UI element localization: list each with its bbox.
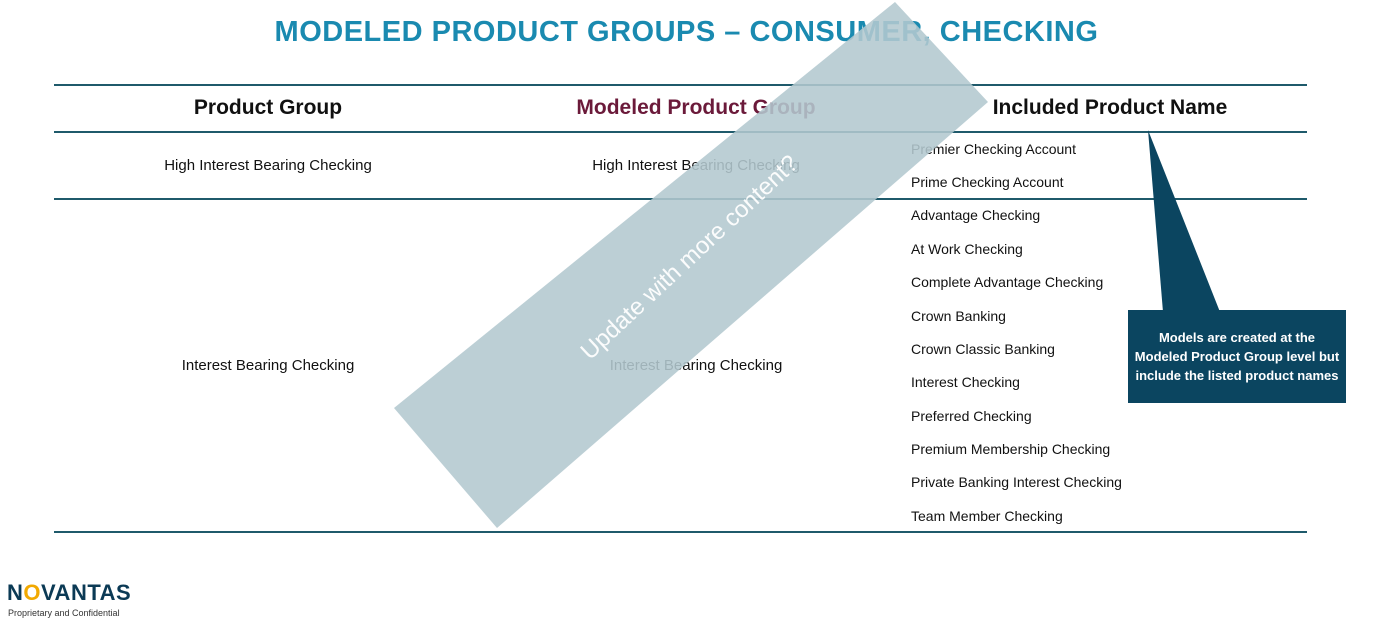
row2-product-group: Interest Bearing Checking xyxy=(181,357,355,374)
company-logo: NOVANTAS xyxy=(7,580,132,605)
header-product-group: Product Group xyxy=(193,96,343,119)
callout-text: Models are created at the Modeled Produc… xyxy=(1134,330,1340,383)
product-name: Complete Advantage Checking xyxy=(911,274,1104,290)
product-name: Preferred Checking xyxy=(911,408,1032,424)
header-included-product-name: Included Product Name xyxy=(992,96,1228,119)
product-name: Premium Membership Checking xyxy=(911,441,1111,457)
page-title: MODELED PRODUCT GROUPS – CONSUMER, CHECK… xyxy=(274,16,1099,48)
table-top-rule xyxy=(54,84,1307,86)
confidential-footer: Proprietary and Confidential xyxy=(8,608,120,618)
watermark-banner xyxy=(394,2,988,528)
watermark-shape xyxy=(394,2,988,528)
header-modeled-product-group: Modeled Product Group xyxy=(576,96,816,119)
product-name: Private Banking Interest Checking xyxy=(911,474,1122,490)
row1-product-group: High Interest Bearing Checking xyxy=(164,157,372,174)
callout-box: Models are created at the Modeled Produc… xyxy=(1128,310,1346,403)
product-name: At Work Checking xyxy=(911,241,1023,257)
table-bottom-rule xyxy=(54,531,1307,533)
product-name: Crown Classic Banking xyxy=(911,341,1055,357)
product-name: Premier Checking Account xyxy=(911,141,1076,157)
product-name: Advantage Checking xyxy=(911,207,1041,223)
product-name: Crown Banking xyxy=(911,308,1006,324)
product-name: Team Member Checking xyxy=(911,508,1063,524)
header-bottom-rule xyxy=(54,131,1307,133)
product-name: Prime Checking Account xyxy=(911,174,1064,190)
product-name: Interest Checking xyxy=(911,374,1020,390)
